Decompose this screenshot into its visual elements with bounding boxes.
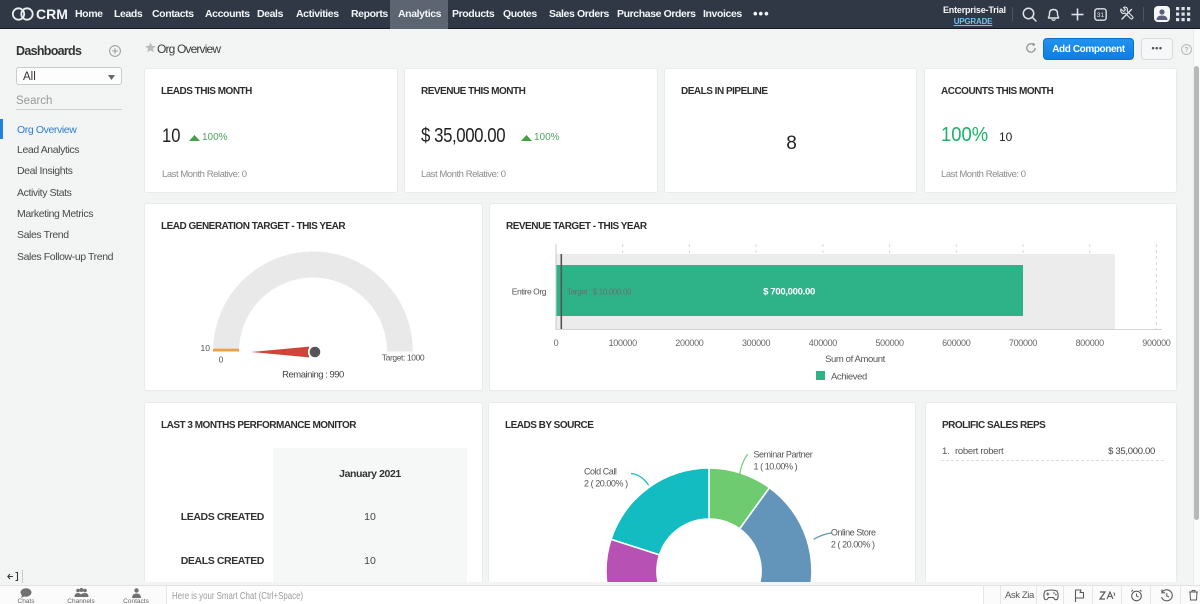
- svg-text:100000: 100000: [609, 338, 638, 348]
- svg-text:10: 10: [201, 343, 211, 353]
- svg-text:2 ( 20.00% ): 2 ( 20.00% ): [584, 479, 628, 489]
- svg-text:Target : $ 10,000.00: Target : $ 10,000.00: [567, 288, 632, 297]
- svg-text:500000: 500000: [875, 338, 904, 348]
- svg-text:Target: 1000: Target: 1000: [382, 353, 425, 363]
- svg-text:$ 700,000.00: $ 700,000.00: [763, 287, 815, 298]
- svg-text:1 ( 10.00% ): 1 ( 10.00% ): [754, 462, 798, 472]
- svg-text:Remaining : 990: Remaining : 990: [282, 370, 344, 381]
- svg-text:0: 0: [219, 355, 224, 365]
- svg-text:400000: 400000: [809, 338, 838, 348]
- svg-text:Seminar Partner: Seminar Partner: [754, 450, 813, 460]
- svg-text:Online Store: Online Store: [831, 528, 876, 538]
- svg-text:2 ( 20.00% ): 2 ( 20.00% ): [831, 540, 875, 550]
- svg-text:900000: 900000: [1142, 338, 1171, 348]
- svg-text:Sum of Amount: Sum of Amount: [825, 354, 886, 365]
- svg-text:31: 31: [1097, 12, 1105, 19]
- svg-text:0: 0: [554, 338, 559, 348]
- svg-text:Achieved: Achieved: [831, 372, 867, 383]
- svg-text:?: ?: [1185, 47, 1189, 54]
- svg-text:Cold Call: Cold Call: [584, 467, 617, 477]
- svg-text:800000: 800000: [1076, 338, 1105, 348]
- svg-text:600000: 600000: [942, 338, 971, 348]
- svg-text:200000: 200000: [675, 338, 704, 348]
- svg-text:Entire Org: Entire Org: [512, 287, 547, 297]
- svg-text:700000: 700000: [1009, 338, 1038, 348]
- svg-text:300000: 300000: [742, 338, 771, 348]
